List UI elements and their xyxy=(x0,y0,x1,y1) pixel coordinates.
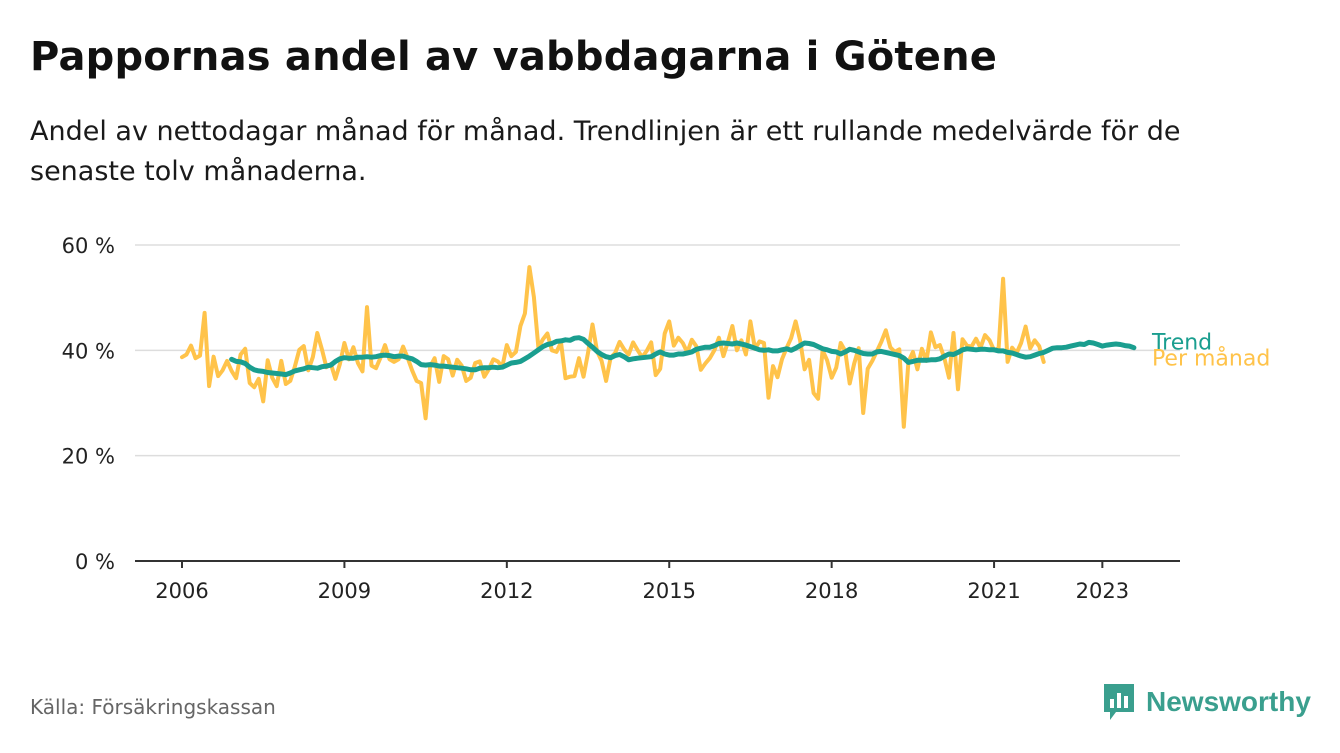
x-tick-label: 2012 xyxy=(480,579,533,603)
series-line-trend xyxy=(229,335,1137,378)
x-tick-label: 2009 xyxy=(318,579,371,603)
x-axis: 2006 2009 2012 2015 2018 2021 2023 xyxy=(135,560,1180,603)
series-lines xyxy=(180,265,1137,429)
bar-chart-speech-bubble-icon xyxy=(1104,684,1134,720)
y-tick-label: 40 % xyxy=(62,339,115,363)
brand-logo: Newsworthy xyxy=(1102,682,1311,722)
y-tick-label: 60 % xyxy=(62,234,115,258)
page-subtitle: Andel av nettodagar månad för månad. Tre… xyxy=(30,116,1181,187)
series-label-trend: Trend xyxy=(1151,331,1212,356)
x-tick-label: 2023 xyxy=(1076,579,1129,603)
brand-name: Newsworthy xyxy=(1146,686,1311,717)
series-label-per-manad: Per månad xyxy=(1152,346,1270,372)
series-line-per-manad xyxy=(180,265,1046,429)
x-tick-label: 2006 xyxy=(155,579,208,603)
y-axis-tick-labels: 0 % 20 % 40 % 60 % xyxy=(62,234,115,574)
x-tick-label: 2021 xyxy=(967,579,1020,603)
grid-lines xyxy=(135,244,1180,457)
y-tick-label: 0 % xyxy=(75,550,115,574)
page-title: Pappornas andel av vabbdagarna i Götene xyxy=(30,34,998,80)
y-tick-label: 20 % xyxy=(62,445,115,469)
x-tick-label: 2015 xyxy=(643,579,696,603)
source-note: Källa: Försäkringskassan xyxy=(30,695,276,719)
x-tick-label: 2018 xyxy=(805,579,858,603)
